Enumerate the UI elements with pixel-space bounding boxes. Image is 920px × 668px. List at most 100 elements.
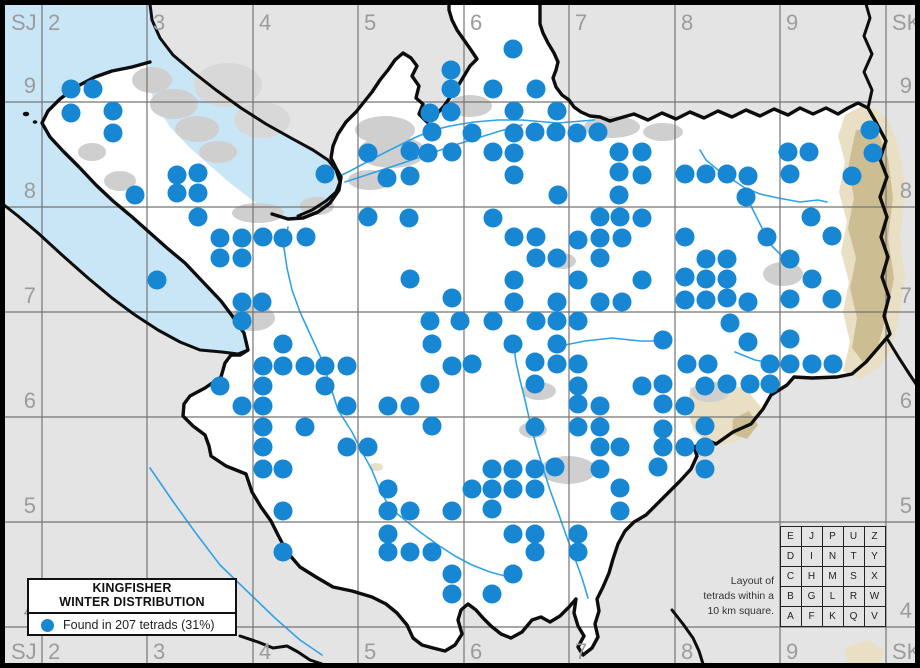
grid-col-label-bottom: 3	[153, 639, 165, 664]
tetrad-dot	[525, 122, 545, 142]
tetrad-dot	[525, 352, 545, 372]
tetrad-dot	[717, 249, 737, 269]
tetrad-dot	[610, 501, 630, 521]
tetrad-dot	[738, 332, 758, 352]
tetrad-dot	[503, 334, 523, 354]
tetrad-dot	[210, 228, 230, 248]
tetrad-dot	[675, 290, 695, 310]
tetrad-dot	[609, 185, 629, 205]
tetrad-dot	[590, 459, 610, 479]
tetrad-dot	[696, 269, 716, 289]
tetrad-dot	[610, 207, 630, 227]
tetrad-dot	[188, 207, 208, 227]
tetrad-dot	[717, 164, 737, 184]
tetrad-dot	[232, 248, 252, 268]
tetrad-dot	[696, 249, 716, 269]
grid-col-label-top: 6	[470, 10, 482, 35]
coast-liverpool	[148, 2, 342, 218]
tetrad-dot	[675, 437, 695, 457]
tetrad-dot	[483, 142, 503, 162]
tetrad-dot	[273, 356, 293, 376]
tetrad-dot	[337, 437, 357, 457]
tetrad-dot	[547, 354, 567, 374]
tetrad-dot	[377, 168, 397, 188]
tetrad-dot	[590, 417, 610, 437]
tetrad-dot	[210, 248, 230, 268]
tetrad-dot	[400, 542, 420, 562]
grid-labels: SJSJ2233445566778899SKSK998877665544	[11, 10, 920, 664]
tetrad-letter-cell: D	[779, 545, 802, 567]
tetrad-dot	[441, 79, 461, 99]
grid-col-label-bottom: 5	[364, 639, 376, 664]
tetrad-letter-cell: A	[779, 605, 802, 627]
sea-water	[4, 4, 340, 354]
tetrad-dot	[860, 120, 880, 140]
tetrad-dot	[632, 208, 652, 228]
tetrad-dot	[232, 228, 252, 248]
river-mersey	[339, 119, 595, 177]
tetrad-dot	[717, 269, 737, 289]
tetrad-dots	[61, 39, 883, 604]
tetrad-dot	[568, 376, 588, 396]
tetrad-dot	[568, 417, 588, 437]
tetrad-dot	[695, 459, 715, 479]
stream-mid	[559, 337, 661, 347]
tetrad-dot	[61, 103, 81, 123]
tetrad-dot	[483, 79, 503, 99]
tetrad-dot	[525, 524, 545, 544]
tetrad-letter-cell: U	[842, 525, 865, 547]
tetrad-dot	[441, 60, 461, 80]
tetrad-dot	[83, 79, 103, 99]
tetrad-dot	[568, 230, 588, 250]
coast-wales	[2, 203, 250, 356]
tetrad-dot	[273, 334, 293, 354]
grid-row-label-right: 7	[900, 283, 912, 308]
tetrad-dot	[232, 292, 252, 312]
tetrad-dot	[568, 311, 588, 331]
tetrad-dot	[273, 459, 293, 479]
grid-col-label-bottom: SJ	[11, 639, 37, 664]
legend-title: KINGFISHER WINTER DISTRIBUTION	[29, 580, 235, 614]
tetrad-dot	[482, 459, 502, 479]
tetrad-dot	[503, 564, 523, 584]
legend-item-label: Found in 207 tetrads (31%)	[63, 618, 215, 632]
tetrad-dot	[482, 479, 502, 499]
tetrad-dot	[483, 208, 503, 228]
tetrad-dot	[125, 185, 145, 205]
tetrad-letter-cell: F	[800, 605, 823, 627]
tetrad-dot	[295, 356, 315, 376]
tetrad-dot	[442, 501, 462, 521]
grid-col-label-top: 2	[48, 10, 60, 35]
tetrad-dot	[188, 183, 208, 203]
border-southeast	[886, 338, 918, 386]
tetrad-dot	[232, 311, 252, 331]
tetrad-dot	[632, 165, 652, 185]
tetrad-dot	[590, 292, 610, 312]
tetrad-dot	[547, 334, 567, 354]
grid-col-label-bottom: 9	[786, 639, 798, 664]
tetrad-dot	[253, 417, 273, 437]
tetrad-dot	[273, 542, 293, 562]
tetrad-dot	[450, 311, 470, 331]
tetrad-dot	[801, 207, 821, 227]
tetrad-dot	[273, 228, 293, 248]
tetrad-dot	[399, 208, 419, 228]
tetrad-letter-cell: W	[863, 585, 886, 607]
tetrad-dot	[358, 437, 378, 457]
grid-col-label-top: 9	[786, 10, 798, 35]
tetrad-dot	[400, 269, 420, 289]
tetrad-dot	[503, 479, 523, 499]
tetrad-dot	[400, 396, 420, 416]
tetrad-dot	[760, 374, 780, 394]
tetrad-dot	[780, 289, 800, 309]
tetrad-letter-cell: Z	[863, 525, 886, 547]
tetrad-dot	[677, 354, 697, 374]
grid-col-label-bottom: 8	[681, 639, 693, 664]
tetrad-dot	[695, 437, 715, 457]
tetrad-letter-cell: M	[821, 565, 844, 587]
tetrad-dot	[378, 501, 398, 521]
hilbre-island	[22, 111, 30, 117]
tetrad-dot	[545, 457, 565, 477]
